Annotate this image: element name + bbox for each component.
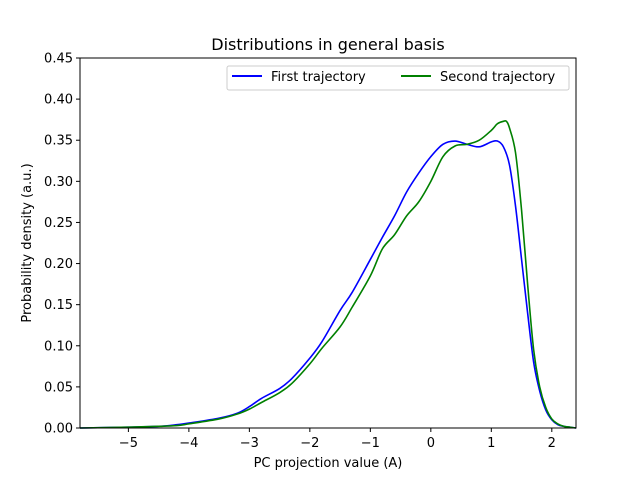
legend-box (226, 65, 570, 91)
x-tick-label: 1 (487, 436, 495, 451)
legend-label-first: First trajectory (271, 70, 366, 85)
y-tick-label: 0.15 (44, 298, 73, 313)
legend-label-second: Second trajectory (440, 70, 556, 85)
x-tick-label: −5 (119, 436, 138, 451)
x-tick-label: 0 (427, 436, 435, 451)
x-tick-label: −3 (240, 436, 259, 451)
x-tick-label: −1 (361, 436, 380, 451)
y-tick-label: 0.30 (44, 175, 73, 190)
legend: First trajectory Second trajectory (226, 65, 570, 91)
series-line-first-trajectory (79, 139, 577, 429)
x-axis: −5 −4 −3 −2 −1 0 1 2 (119, 428, 556, 451)
y-tick-label: 0.20 (44, 257, 73, 272)
series-line-second-trajectory (79, 119, 577, 429)
y-tick-label: 0.45 (44, 52, 73, 67)
y-tick-label: 0.00 (44, 422, 73, 437)
x-tick-label: −2 (300, 436, 319, 451)
y-axis-label: Probability density (a.u.) (20, 163, 35, 322)
x-tick-label: −4 (179, 436, 198, 451)
y-tick-label: 0.25 (44, 216, 73, 231)
y-tick-label: 0.10 (44, 339, 73, 354)
x-axis-label: PC projection value (A) (254, 456, 403, 471)
y-axis: 0.00 0.05 0.10 0.15 0.20 0.25 0.30 0.35 0.40 0.45 (44, 52, 80, 437)
plot-frame (79, 57, 577, 429)
series-layer (79, 119, 577, 429)
y-tick-label: 0.35 (44, 134, 73, 149)
x-tick-label: 2 (548, 436, 556, 451)
y-tick-label: 0.40 (44, 93, 73, 108)
chart-title: Distributions in general basis (211, 35, 444, 54)
y-tick-label: 0.05 (44, 380, 73, 395)
